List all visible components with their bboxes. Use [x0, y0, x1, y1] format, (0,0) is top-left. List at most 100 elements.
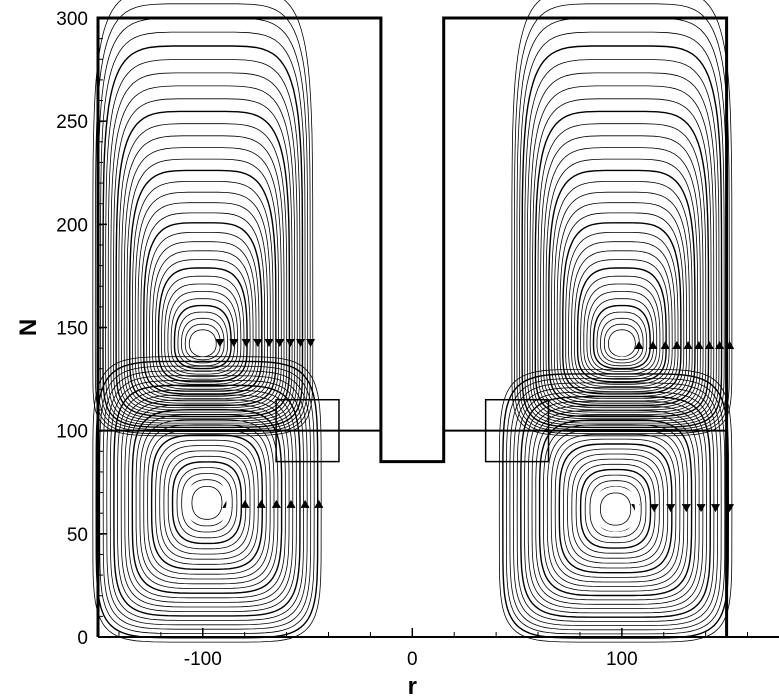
streamline: [529, 85, 715, 422]
flow-arrow: [285, 338, 295, 348]
streamline: [147, 429, 267, 575]
streamline: [540, 135, 704, 413]
streamline: [167, 455, 247, 550]
streamline: [550, 433, 681, 583]
streamline: [92, 356, 322, 643]
streamline: [562, 222, 682, 395]
x-tick-label: 0: [407, 649, 418, 670]
streamline: [498, 369, 733, 643]
streamline: [118, 123, 288, 415]
streamline: [524, 59, 720, 426]
streamline: [171, 461, 243, 545]
streamline: [140, 212, 266, 397]
streamline: [600, 317, 644, 364]
streamline: [580, 275, 664, 380]
flow-arrow: [271, 499, 281, 509]
streamline: [94, 3, 311, 435]
x-axis-label: r: [408, 673, 417, 700]
streamline: [164, 283, 242, 378]
streamlines: [92, 0, 733, 643]
streamline: [128, 404, 286, 599]
streamline: [608, 329, 636, 357]
streamline: [139, 419, 275, 585]
streamline: [532, 98, 712, 420]
streamline: [95, 360, 319, 639]
streamline: [191, 486, 223, 520]
streamline: [102, 45, 304, 429]
streamline: [571, 458, 660, 559]
streamline: [123, 147, 282, 411]
streamline: [546, 429, 685, 587]
vortex-cores: [182, 331, 641, 532]
streamline: [527, 405, 704, 609]
flow-arrow: [215, 338, 225, 348]
flow-arrow: [275, 338, 285, 348]
streamline: [188, 329, 217, 357]
streamline: [105, 59, 301, 426]
flow-arrow: [241, 338, 251, 348]
streamline: [509, 382, 722, 631]
streamline: [131, 409, 283, 594]
streamline: [505, 378, 726, 635]
flow-arrow: [711, 503, 720, 513]
streamline: [516, 391, 715, 622]
streamline: [596, 311, 648, 367]
streamline: [159, 445, 255, 560]
streamline: [99, 31, 306, 430]
streamline: [177, 311, 228, 367]
flow-arrow: [648, 340, 658, 350]
streamline: [562, 448, 669, 569]
streamline: [600, 492, 632, 526]
zoom-box: [275, 398, 340, 463]
streamline: [126, 158, 280, 409]
streamline: [603, 323, 640, 361]
streamline: [526, 72, 717, 424]
streamline: [524, 400, 708, 614]
y-tick-label: 100: [56, 422, 88, 443]
streamline: [556, 202, 688, 399]
streamline: [534, 110, 710, 418]
flow-arrow: [229, 338, 239, 348]
streamline: [181, 473, 233, 533]
streamline: [113, 384, 301, 617]
streamline: [565, 232, 679, 392]
streamline: [520, 395, 712, 618]
flow-arrow: [300, 499, 310, 509]
flow-arrow: [672, 340, 682, 350]
streamline: [137, 202, 268, 399]
flow-arrow: [683, 340, 693, 350]
streamline: [102, 370, 312, 630]
streamline: [163, 450, 251, 555]
axes: [97, 17, 779, 638]
streamline: [135, 414, 279, 589]
y-tick-label: 300: [56, 9, 88, 30]
streamline: [154, 259, 251, 385]
vortex-core: [591, 486, 641, 532]
streamline: [157, 267, 248, 383]
flow-arrow: [314, 499, 324, 509]
streamline: [120, 394, 294, 608]
flow-arrow: [286, 499, 296, 509]
streamline: [586, 291, 658, 375]
streamline: [161, 275, 245, 380]
streamline: [538, 419, 693, 597]
flow-arrow: [256, 499, 266, 509]
streamline: [134, 191, 271, 402]
flow-arrow: [694, 340, 704, 350]
flow-arrow: [681, 503, 691, 513]
streamline: [513, 387, 719, 626]
flow-arrow: [660, 340, 670, 350]
vortex-core: [190, 331, 216, 357]
streamline: [516, 17, 728, 432]
streamline: [589, 298, 654, 372]
streamline: [567, 453, 665, 564]
streamline: [131, 181, 274, 404]
vortex-center: [612, 506, 619, 513]
streamline: [537, 123, 707, 415]
y-tick-label: 150: [56, 319, 88, 340]
flow-arrow: [253, 338, 263, 348]
streamline: [167, 291, 239, 375]
flow-arrow: [649, 503, 659, 513]
vortex-core: [609, 331, 635, 357]
streamline: [99, 365, 315, 634]
